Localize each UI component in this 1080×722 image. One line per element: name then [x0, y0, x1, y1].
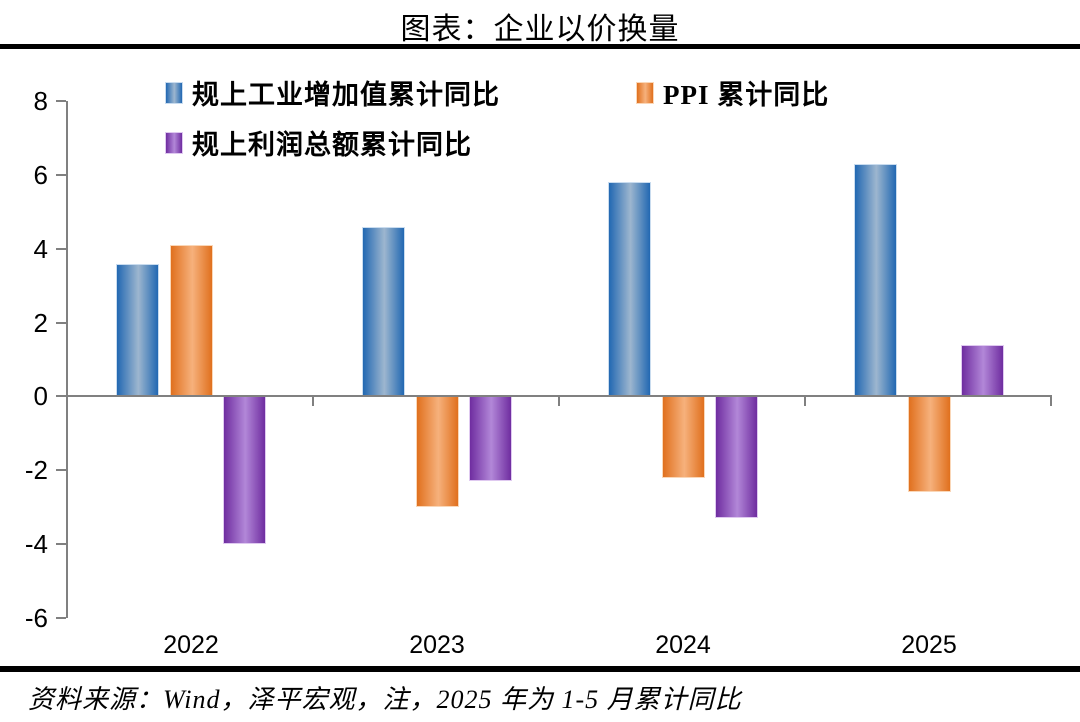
y-tick-label: -4 [24, 529, 48, 560]
y-axis-tick [56, 321, 66, 324]
y-axis-tick [56, 617, 66, 619]
zero-axis-line [68, 395, 1052, 398]
x-axis-tick [1050, 397, 1052, 407]
x-axis-label: 2025 [901, 631, 957, 659]
bar-2023-s0 [361, 226, 405, 397]
legend-label: PPI 累计同比 [663, 80, 830, 110]
y-tick-label: 6 [33, 159, 48, 190]
top-divider [0, 44, 1080, 49]
y-axis-line [66, 101, 68, 618]
y-axis-tick [56, 100, 66, 102]
y-axis-tick [56, 173, 66, 176]
x-axis-tick [804, 397, 806, 407]
bar-2023-s2 [468, 396, 512, 482]
x-axis-tick [312, 397, 314, 407]
source-note: 资料来源：Wind，泽平宏观，注，2025 年为 1-5 月累计同比 [28, 685, 742, 714]
bar-2025-s0 [853, 163, 897, 397]
y-tick-label: 2 [33, 307, 48, 338]
legend-item-ppi: PPI 累计同比 [636, 73, 829, 112]
chart-title: 图表：企业以价换量 [400, 13, 680, 46]
y-axis-tick [56, 469, 66, 472]
legend-item-total-profit: 规上利润总额累计同比 [165, 123, 472, 162]
legend-swatch-orange-icon [636, 81, 654, 104]
bar-2022-s2 [222, 396, 266, 545]
bar-2024-s2 [714, 396, 758, 519]
legend-label: 规上工业增加值累计同比 [192, 80, 500, 110]
bar-2022-s0 [115, 263, 159, 397]
bar-2022-s1 [169, 245, 213, 397]
bar-2024-s0 [607, 182, 651, 397]
legend-swatch-purple-icon [165, 131, 183, 154]
y-axis-tick [56, 247, 66, 250]
y-tick-label: 0 [33, 381, 48, 412]
bar-2023-s1 [415, 396, 459, 508]
y-tick-label: 8 [33, 86, 48, 116]
x-axis-label: 2023 [409, 631, 465, 659]
bar-2025-s2 [960, 344, 1004, 397]
x-axis-tick [558, 397, 560, 407]
y-tick-label: -2 [24, 455, 48, 486]
x-axis-label: 2024 [655, 631, 711, 659]
y-tick-label: 4 [33, 233, 48, 264]
legend-swatch-blue-icon [165, 81, 183, 104]
y-tick-label: -6 [24, 603, 48, 633]
y-axis-tick [56, 543, 66, 546]
bar-2025-s1 [907, 396, 951, 493]
x-axis-label: 2022 [163, 631, 219, 659]
legend-label: 规上利润总额累计同比 [192, 130, 472, 160]
bar-2024-s1 [661, 396, 705, 478]
bottom-divider [0, 666, 1080, 672]
y-axis-tick [56, 395, 66, 398]
legend-item-industrial-value-added: 规上工业增加值累计同比 [165, 73, 500, 112]
